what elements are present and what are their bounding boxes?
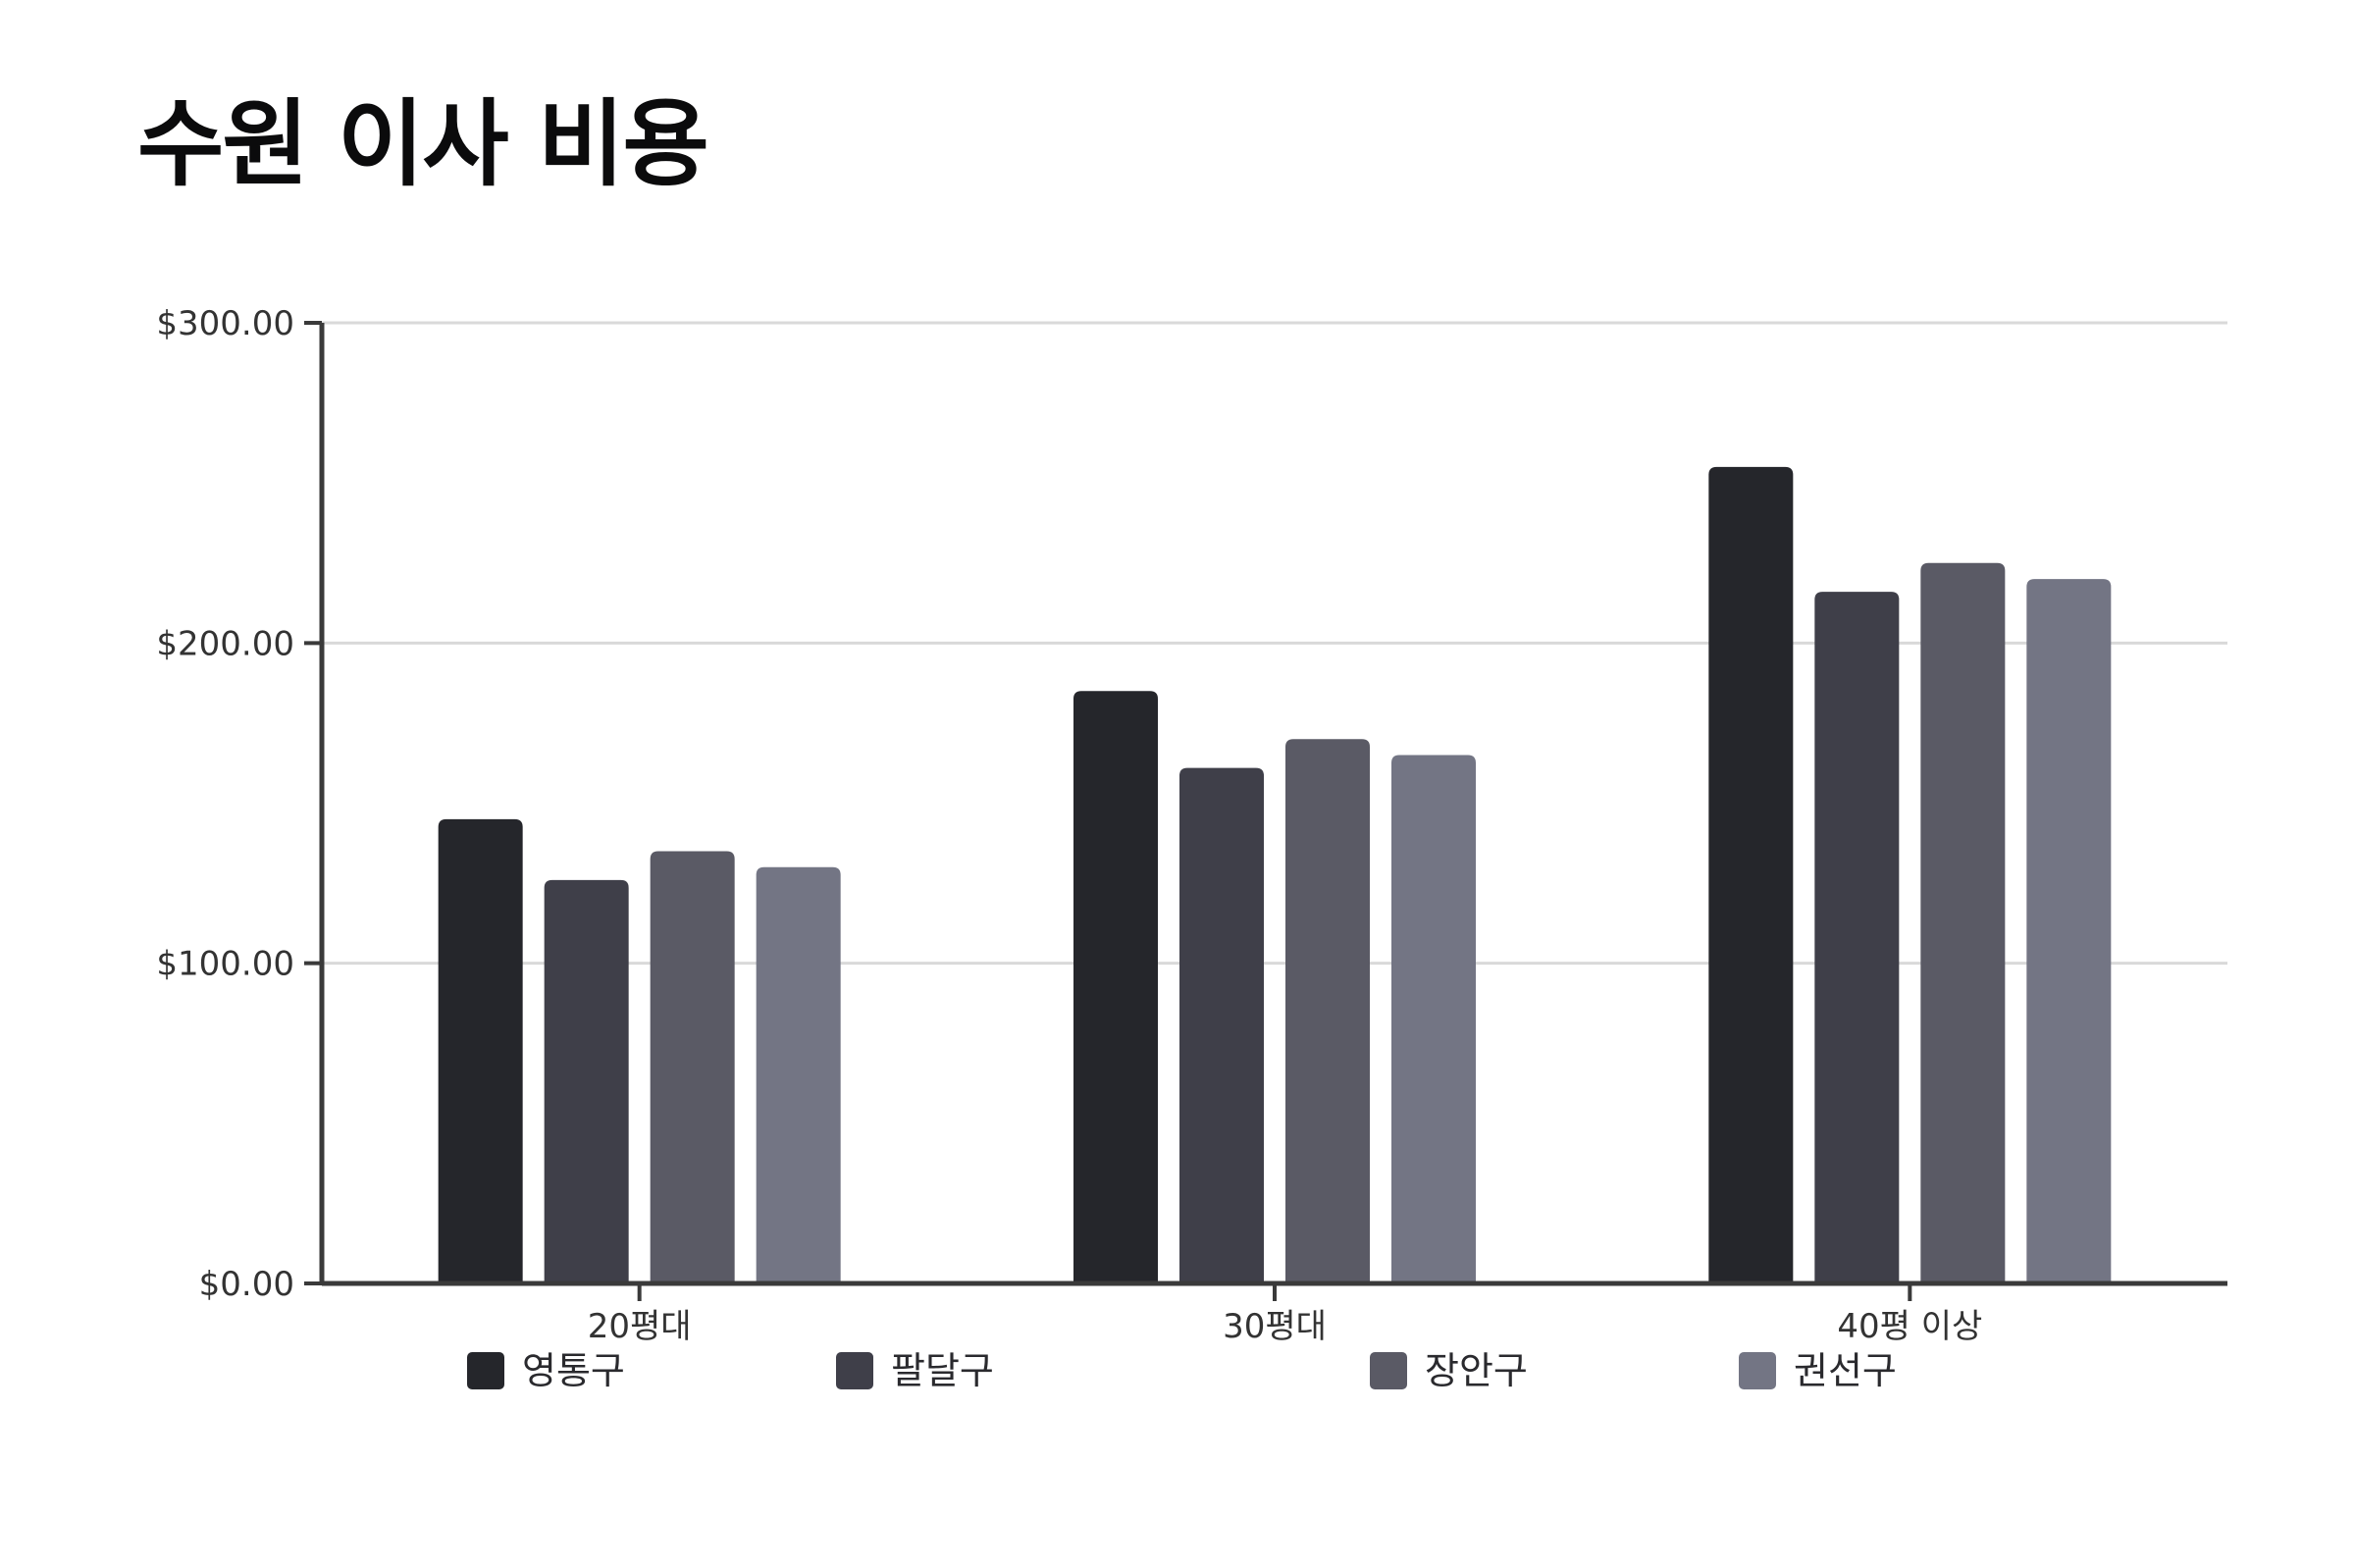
bar	[1708, 466, 1794, 1284]
gridlines	[322, 321, 2227, 966]
bar	[1179, 767, 1264, 1283]
y-axis-ticks: $0.00 $100.00 $200.00 $300.00	[156, 304, 322, 1304]
y-tick-label: $300.00	[156, 304, 294, 343]
x-tick-label: 20평대	[588, 1307, 692, 1346]
legend-swatch	[467, 1352, 504, 1389]
chart-title: 수원 이사 비용	[137, 89, 709, 199]
bar	[438, 818, 523, 1283]
legend-item: 영통구	[467, 1349, 625, 1392]
y-tick-label: $200.00	[156, 624, 294, 663]
bar	[544, 879, 629, 1283]
y-tick-label: $0.00	[199, 1265, 294, 1304]
legend-label: 장안구	[1425, 1349, 1528, 1392]
bar	[650, 851, 735, 1283]
bar	[1391, 755, 1476, 1283]
legend: 영통구 팔달구 장안구 권선구	[467, 1349, 1897, 1392]
bar	[1814, 592, 1900, 1283]
legend-swatch	[836, 1352, 873, 1389]
bar	[1285, 739, 1370, 1283]
bar	[756, 866, 841, 1283]
legend-label: 영통구	[522, 1349, 625, 1392]
bar	[2026, 579, 2112, 1283]
x-tick-label: 30평대	[1223, 1307, 1327, 1346]
bar	[1920, 562, 2006, 1283]
y-tick-label: $100.00	[156, 945, 294, 984]
legend-label: 팔달구	[891, 1349, 994, 1392]
legend-item: 팔달구	[836, 1349, 994, 1392]
x-tick-label: 40평 이상	[1837, 1307, 1982, 1346]
bar	[1073, 691, 1158, 1283]
legend-swatch	[1370, 1352, 1407, 1389]
legend-item: 장안구	[1370, 1349, 1528, 1392]
bars	[438, 466, 2112, 1284]
legend-item: 권선구	[1739, 1349, 1897, 1392]
x-axis-ticks: 20평대 30평대 40평 이상	[588, 1283, 1982, 1346]
legend-label: 권선구	[1794, 1349, 1897, 1392]
legend-swatch	[1739, 1352, 1776, 1389]
